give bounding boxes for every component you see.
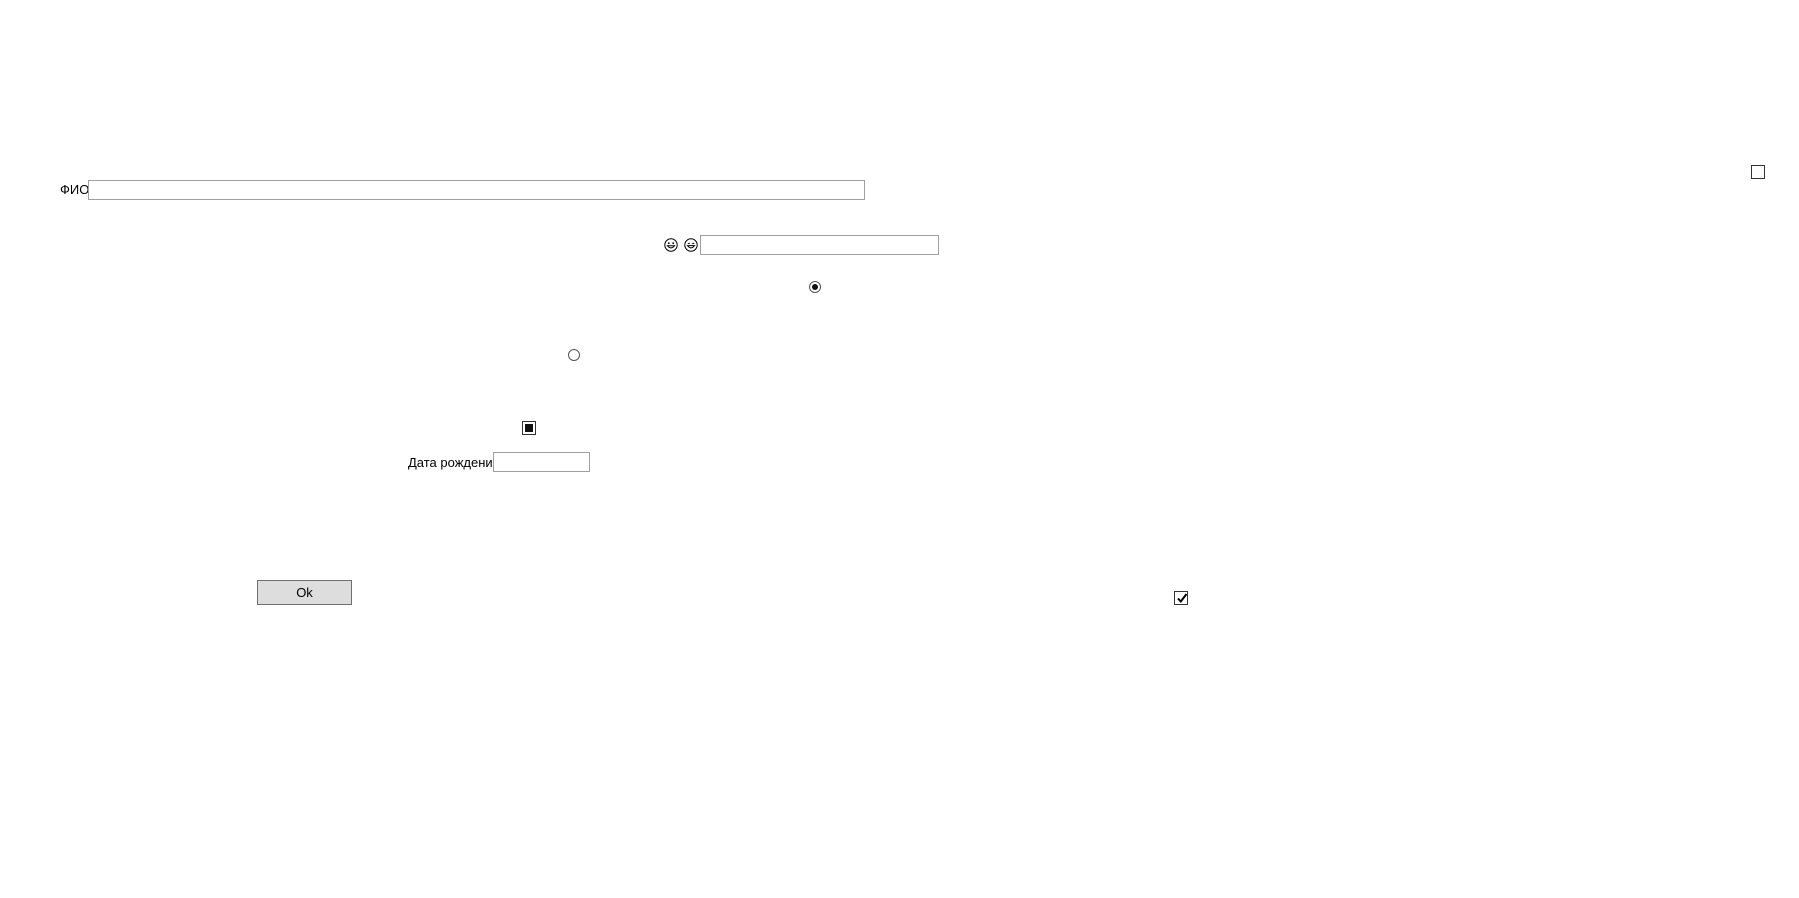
checkmark-icon — [1177, 593, 1188, 604]
grinning-face-icon — [664, 238, 678, 252]
radio-lower[interactable] — [568, 349, 580, 361]
fio-input[interactable] — [88, 180, 865, 200]
bottom-right-checkbox[interactable] — [1174, 591, 1188, 605]
middle-checkbox[interactable] — [522, 421, 536, 435]
fio-label: ФИО — [60, 182, 90, 197]
radio-upper[interactable] — [809, 281, 821, 293]
birthdate-label: Дата рождения — [408, 455, 500, 470]
birthdate-input[interactable] — [493, 452, 590, 472]
ok-button[interactable]: Ok — [257, 580, 352, 605]
emoji-input[interactable] — [700, 235, 939, 255]
smiling-face-icon — [684, 238, 698, 252]
top-right-checkbox[interactable] — [1751, 165, 1765, 179]
